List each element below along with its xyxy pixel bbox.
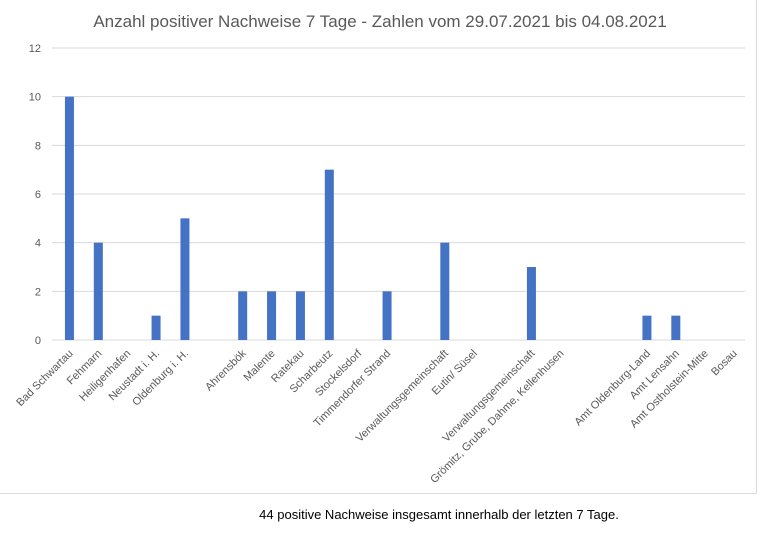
y-axis-ticks: 0 2 4 6 8 10 12 [29,43,41,347]
bar [382,291,392,340]
bar-chart: Anzahl positiver Nachweise 7 Tage - Zahl… [14,12,745,486]
bar [64,96,74,341]
y-tick-label: 4 [35,238,41,250]
chart-frame: Anzahl positiver Nachweise 7 Tage - Zahl… [0,0,757,494]
y-tick-label: 10 [29,92,41,104]
bar [440,242,450,340]
bar [151,315,161,340]
bar [295,291,305,340]
bar [642,315,652,340]
y-tick-label: 0 [35,335,41,347]
bar [267,291,277,340]
bar [324,169,334,340]
bar [671,315,681,340]
y-tick-label: 6 [35,189,41,201]
bars [64,96,681,341]
bar [180,218,190,340]
y-tick-label: 2 [35,286,41,298]
x-tick-label: Grömitz, Grube, Dahme, Kellenhusen [428,348,566,486]
bar [93,242,103,340]
footer-note: 44 positive Nachweise insgesamt innerhal… [259,507,619,522]
grid-lines [52,47,745,341]
x-tick-label: Bosau [709,348,740,379]
chart-title: Anzahl positiver Nachweise 7 Tage - Zahl… [93,12,666,31]
y-tick-label: 12 [29,43,41,55]
y-tick-label: 8 [35,140,41,152]
x-axis-labels: Bad SchwartauFehmarnHeiligenhafenNeustad… [14,347,739,486]
bar [238,291,248,340]
bar [526,267,536,340]
x-tick-label: Ahrensbök [203,347,249,393]
